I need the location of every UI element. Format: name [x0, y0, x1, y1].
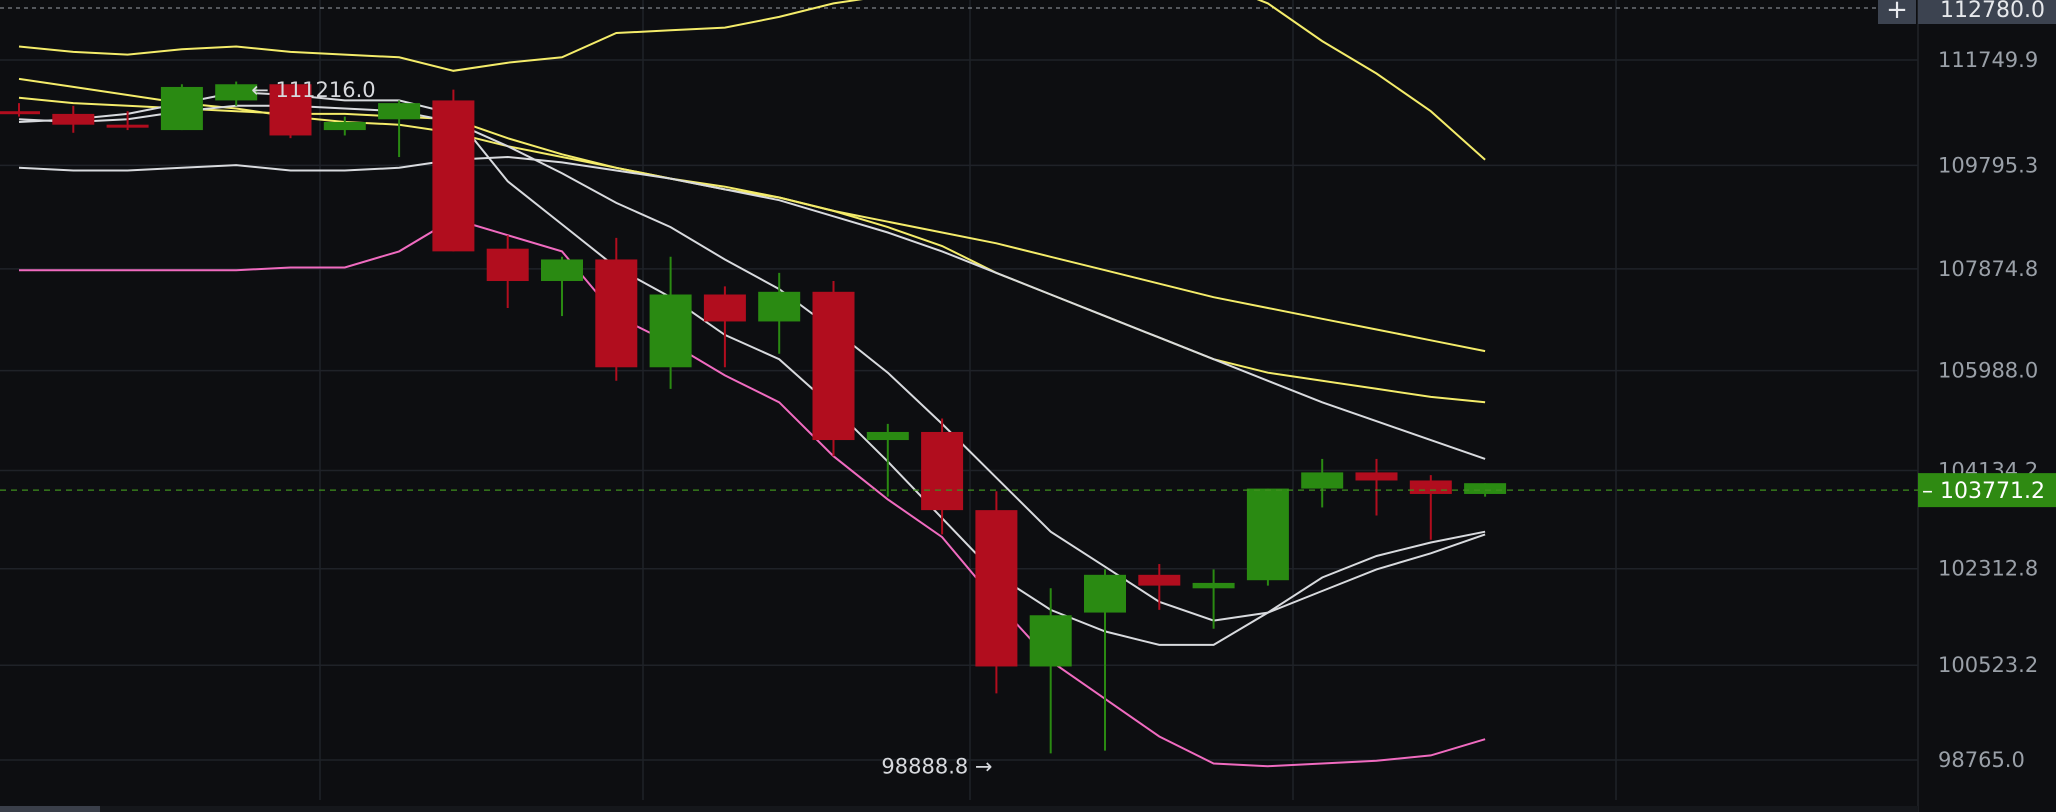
candle-body[interactable]	[215, 84, 258, 101]
candle-body[interactable]	[378, 103, 421, 120]
candle-body[interactable]	[1355, 472, 1398, 481]
candle-body[interactable]	[323, 121, 366, 131]
price-tick-label: 102312.8	[1938, 557, 2038, 581]
price-tick-label: 111749.9	[1938, 48, 2038, 72]
price-tick-label: 98765.0	[1938, 748, 2025, 772]
candle-body[interactable]	[52, 113, 95, 125]
indicator-line	[18, 91, 1486, 646]
candle-body[interactable]	[1246, 488, 1289, 581]
price-axis-panel[interactable]	[1918, 0, 2056, 812]
indicator-line	[18, 104, 1486, 622]
candle-body[interactable]	[1301, 472, 1344, 489]
candle-body[interactable]	[541, 259, 583, 282]
candle-body[interactable]	[975, 510, 1018, 667]
candle-body[interactable]	[1409, 480, 1452, 494]
indicator-line	[18, 155, 1486, 460]
candle-body[interactable]	[160, 86, 203, 131]
price-tick-label: 107874.8	[1938, 257, 2038, 281]
candle-body[interactable]	[758, 291, 801, 322]
candle-body[interactable]	[269, 84, 312, 136]
time-scrollbar-thumb[interactable]	[0, 806, 100, 812]
top-price-tag-bg	[1918, 0, 2056, 24]
candle-body[interactable]	[921, 431, 964, 511]
current-price-tag-bg	[1918, 473, 2056, 508]
price-tick-label: 109795.3	[1938, 153, 2038, 177]
candle-body[interactable]	[1084, 574, 1126, 613]
current-price-tag-label: – 103771.2	[1922, 479, 2045, 504]
candle-body[interactable]	[1192, 582, 1235, 589]
candle-body[interactable]	[486, 248, 529, 282]
crosshair-plus-icon[interactable]: +	[1878, 0, 1916, 24]
price-tick-label: 105988.0	[1938, 359, 2038, 383]
candle-body[interactable]	[0, 111, 40, 115]
candle-body[interactable]	[812, 291, 855, 441]
candle-body[interactable]	[1464, 483, 1507, 494]
time-scrollbar-track[interactable]	[0, 806, 1918, 812]
high-price-marker: ← 111216.0	[251, 78, 375, 102]
candle-body[interactable]	[106, 124, 149, 128]
top-price-tag-label: 112780.0	[1940, 0, 2045, 23]
candle-body[interactable]	[1138, 574, 1181, 586]
indicator-line	[19, 217, 1486, 768]
candle-body[interactable]	[649, 294, 692, 368]
candle-body[interactable]	[703, 294, 746, 322]
candle-body[interactable]	[1029, 615, 1072, 667]
candle-body[interactable]	[432, 100, 475, 252]
price-tick-label: 100523.2	[1938, 653, 2038, 677]
low-price-marker: 98888.8 →	[881, 754, 992, 778]
indicator-line	[18, 96, 1486, 404]
candle-body[interactable]	[866, 431, 909, 441]
candle-body[interactable]	[595, 259, 638, 368]
indicator-line	[18, 0, 1486, 161]
